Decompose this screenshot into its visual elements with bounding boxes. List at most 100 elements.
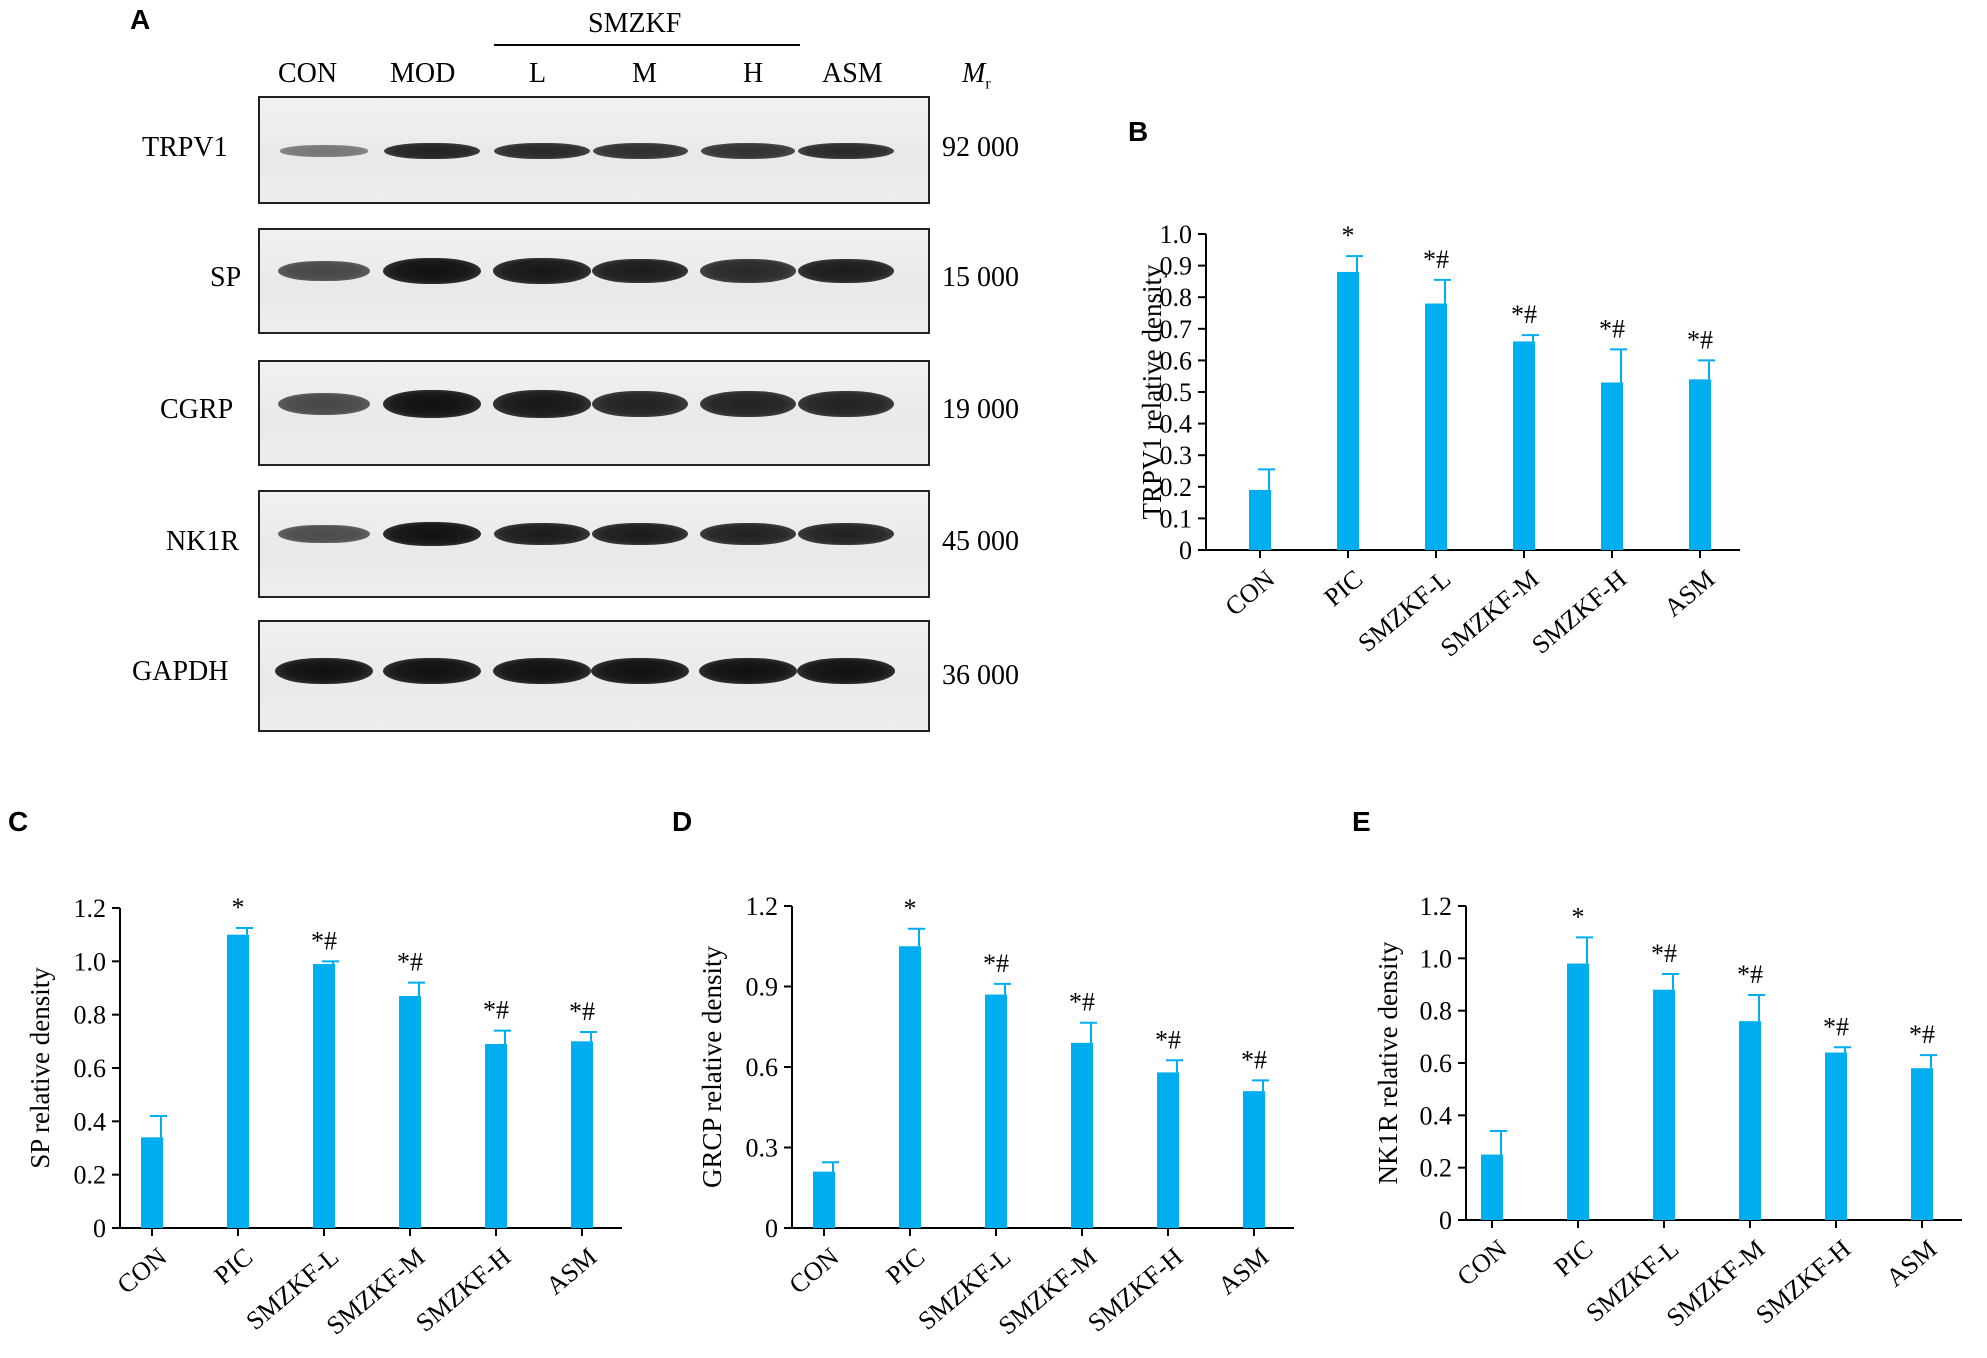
band-sp-lane-3: [493, 258, 591, 284]
bar-con: [813, 1171, 835, 1228]
bar-smzkf-m: [399, 996, 421, 1228]
chart-c: 0 0.2 0.4 0.6 0.8 1.0 1.2 SP relative density CO…: [25, 893, 622, 1340]
y-tick-label: 0.3: [1160, 441, 1193, 470]
bar-pic: [227, 934, 249, 1228]
x-tick-label-smzkf-h: SMZKF-H: [1750, 1234, 1856, 1330]
bar-smzkf-h: [1825, 1052, 1847, 1220]
significance-mark-pic: *: [1572, 902, 1585, 931]
y-axis-title: NK1R relative density: [1373, 941, 1403, 1184]
significance-mark-smzkf-l: *#: [983, 949, 1009, 978]
blot-nk1r: [258, 490, 930, 598]
x-tick-label-asm: ASM: [540, 1242, 602, 1300]
smzkf-group-line: [494, 44, 800, 46]
y-tick-label: 0.4: [74, 1107, 107, 1136]
band-cgrp-lane-1: [277, 392, 371, 416]
significance-mark-pic: *: [232, 893, 245, 922]
x-tick-label-smzkf-h: SMZKF-H: [1526, 564, 1632, 660]
y-tick-label: 0: [1439, 1206, 1452, 1235]
significance-mark-smzkf-h: *#: [1155, 1025, 1181, 1054]
y-tick-label: 0: [1179, 536, 1192, 565]
bar-con: [1249, 489, 1271, 550]
y-tick-label: 0.6: [74, 1054, 107, 1083]
significance-mark-smzkf-m: *#: [1069, 988, 1095, 1017]
y-tick-label: 1.2: [74, 894, 107, 923]
blot-sp: [258, 228, 930, 334]
band-sp-lane-2: [383, 258, 481, 284]
band-trpv1-lane-5: [700, 143, 796, 159]
y-tick-label: 0.7: [1160, 315, 1193, 344]
significance-mark-asm: *#: [1687, 325, 1713, 354]
lane-label-h: H: [743, 58, 764, 89]
blot-trpv1: [258, 96, 930, 204]
bar-pic: [899, 946, 921, 1228]
protein-label-nk1r: NK1R: [166, 526, 240, 557]
blot-cgrp: [258, 360, 930, 466]
mr-label: Mr: [962, 58, 991, 93]
bar-pic: [1337, 271, 1359, 550]
y-tick-label: 0.8: [1160, 283, 1193, 312]
mr-value-gapdh: 36 000: [942, 660, 1019, 691]
significance-mark-smzkf-h: *#: [1823, 1012, 1849, 1041]
lane-label-asm: ASM: [822, 58, 883, 89]
band-cgrp-lane-2: [383, 390, 481, 418]
x-tick-label-pic: PIC: [881, 1242, 931, 1290]
x-tick-label-smzkf-h: SMZKF-H: [1082, 1242, 1188, 1338]
y-tick-label: 0.9: [1160, 252, 1193, 281]
significance-mark-pic: *: [904, 894, 917, 923]
y-axis-title: TRPV1 relative density: [1137, 264, 1167, 519]
band-sp-lane-4: [591, 258, 689, 284]
protein-label-trpv1: TRPV1: [142, 132, 228, 163]
y-tick-label: 0.2: [74, 1161, 107, 1190]
x-tick-label-con: CON: [784, 1242, 845, 1300]
y-tick-label: 1.2: [1420, 892, 1453, 921]
panel-label-d: D: [672, 806, 693, 837]
x-tick-label-con: CON: [1452, 1234, 1513, 1292]
significance-mark-smzkf-l: *#: [1651, 939, 1677, 968]
significance-mark-smzkf-h: *#: [483, 996, 509, 1025]
protein-label-sp: SP: [210, 262, 242, 293]
smzkf-group-header: SMZKF: [588, 8, 682, 39]
panel-label-b: B: [1128, 116, 1149, 147]
x-tick-label-smzkf-m: SMZKF-M: [1435, 564, 1544, 662]
x-tick-label-pic: PIC: [1549, 1234, 1599, 1282]
band-gapdh-lane-5: [699, 658, 797, 684]
x-tick-label-pic: PIC: [209, 1242, 259, 1290]
bar-smzkf-m: [1513, 341, 1535, 550]
y-tick-label: 0.4: [1420, 1101, 1453, 1130]
bar-smzkf-l: [1425, 303, 1447, 550]
x-tick-label-smzkf-h: SMZKF-H: [410, 1242, 516, 1338]
band-gapdh-lane-2: [383, 658, 481, 684]
band-cgrp-lane-4: [591, 390, 689, 418]
bar-smzkf-m: [1739, 1021, 1761, 1220]
y-tick-label: 0.1: [1160, 504, 1193, 533]
band-trpv1-lane-6: [798, 142, 894, 160]
band-gapdh-lane-3: [493, 658, 591, 684]
lane-label-con: CON: [278, 58, 338, 89]
y-tick-label: 0.3: [746, 1134, 779, 1163]
chart-d: 0 0.3 0.6 0.9 1.2 GRCP relative density CON * PI…: [697, 892, 1294, 1340]
y-tick-label: 0.2: [1420, 1154, 1453, 1183]
band-cgrp-lane-3: [493, 390, 591, 418]
mr-value-trpv1: 92 000: [942, 132, 1019, 163]
mr-value-cgrp: 19 000: [942, 394, 1019, 425]
y-tick-label: 1.2: [746, 892, 779, 921]
bar-asm: [1689, 379, 1711, 550]
bar-asm: [571, 1041, 593, 1228]
y-tick-label: 0: [765, 1214, 778, 1243]
y-axis-title: SP relative density: [25, 967, 55, 1169]
lane-label-m: M: [632, 58, 657, 89]
panel-label-a: A: [130, 4, 151, 35]
bar-smzkf-l: [313, 964, 335, 1228]
band-nk1r-lane-5: [699, 522, 797, 546]
y-tick-label: 0.4: [1160, 410, 1193, 439]
band-cgrp-lane-6: [797, 390, 895, 418]
y-tick-label: 0.5: [1160, 378, 1193, 407]
significance-mark-asm: *#: [1909, 1020, 1935, 1049]
significance-mark-asm: *#: [1241, 1045, 1267, 1074]
y-tick-label: 0.6: [746, 1053, 779, 1082]
bar-asm: [1243, 1091, 1265, 1228]
bar-smzkf-h: [1157, 1072, 1179, 1228]
band-nk1r-lane-6: [797, 522, 895, 546]
y-tick-label: 0.2: [1160, 473, 1193, 502]
bar-smzkf-h: [1601, 382, 1623, 550]
